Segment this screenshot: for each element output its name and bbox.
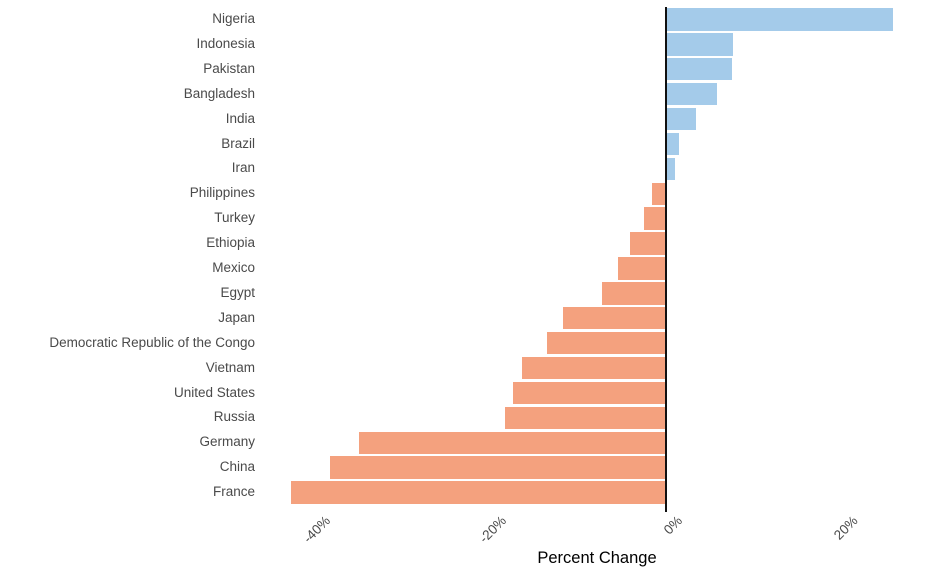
y-axis-label: Vietnam (205, 359, 255, 375)
x-axis-title: Percent Change (537, 549, 657, 567)
y-axis-label: Japan (218, 309, 255, 325)
bar (666, 33, 734, 56)
y-axis-label: Nigeria (212, 11, 255, 26)
bar (513, 381, 667, 405)
bar (330, 456, 667, 479)
x-axis-tick-label: 20% (831, 513, 861, 543)
bar (666, 8, 893, 31)
y-axis-label: Egypt (220, 284, 255, 300)
x-axis-tick-label: 0% (660, 513, 686, 538)
y-axis-label: Mexico (212, 260, 255, 275)
bar (666, 132, 679, 156)
x-axis-tick-label: -40% (300, 513, 334, 546)
y-axis-label: Bangladesh (183, 85, 255, 101)
bar (562, 307, 667, 330)
y-axis-label: Iran (231, 160, 255, 176)
bar (290, 481, 667, 504)
bar (618, 257, 667, 280)
bar (602, 282, 667, 305)
bar (666, 157, 676, 181)
y-axis-label: Turkey (214, 210, 255, 226)
y-axis-label: Philippines (189, 185, 255, 201)
bar (629, 232, 667, 255)
zero-axis-line (665, 7, 668, 512)
y-axis-label: Ethiopia (206, 235, 255, 251)
y-axis-label: Indonesia (196, 35, 255, 51)
y-axis-label: Brazil (221, 135, 255, 151)
bar (666, 58, 733, 81)
y-axis-label: Russia (213, 409, 255, 425)
bar (644, 207, 667, 230)
bar (651, 182, 667, 205)
bar (666, 82, 717, 106)
x-axis-tick-label: -20% (476, 513, 510, 546)
bar (358, 431, 667, 454)
bar (504, 406, 667, 430)
bar (522, 356, 667, 380)
y-axis-label: Germany (199, 434, 255, 450)
y-axis-label: France (212, 484, 255, 500)
y-axis-label: Pakistan (203, 60, 255, 76)
bar (666, 107, 696, 131)
y-axis-label: China (219, 459, 255, 475)
y-axis-label: Democratic Republic of the Congo (49, 334, 255, 350)
y-axis-label: India (225, 110, 255, 126)
bar (546, 331, 667, 355)
y-axis-label: United States (173, 384, 255, 400)
